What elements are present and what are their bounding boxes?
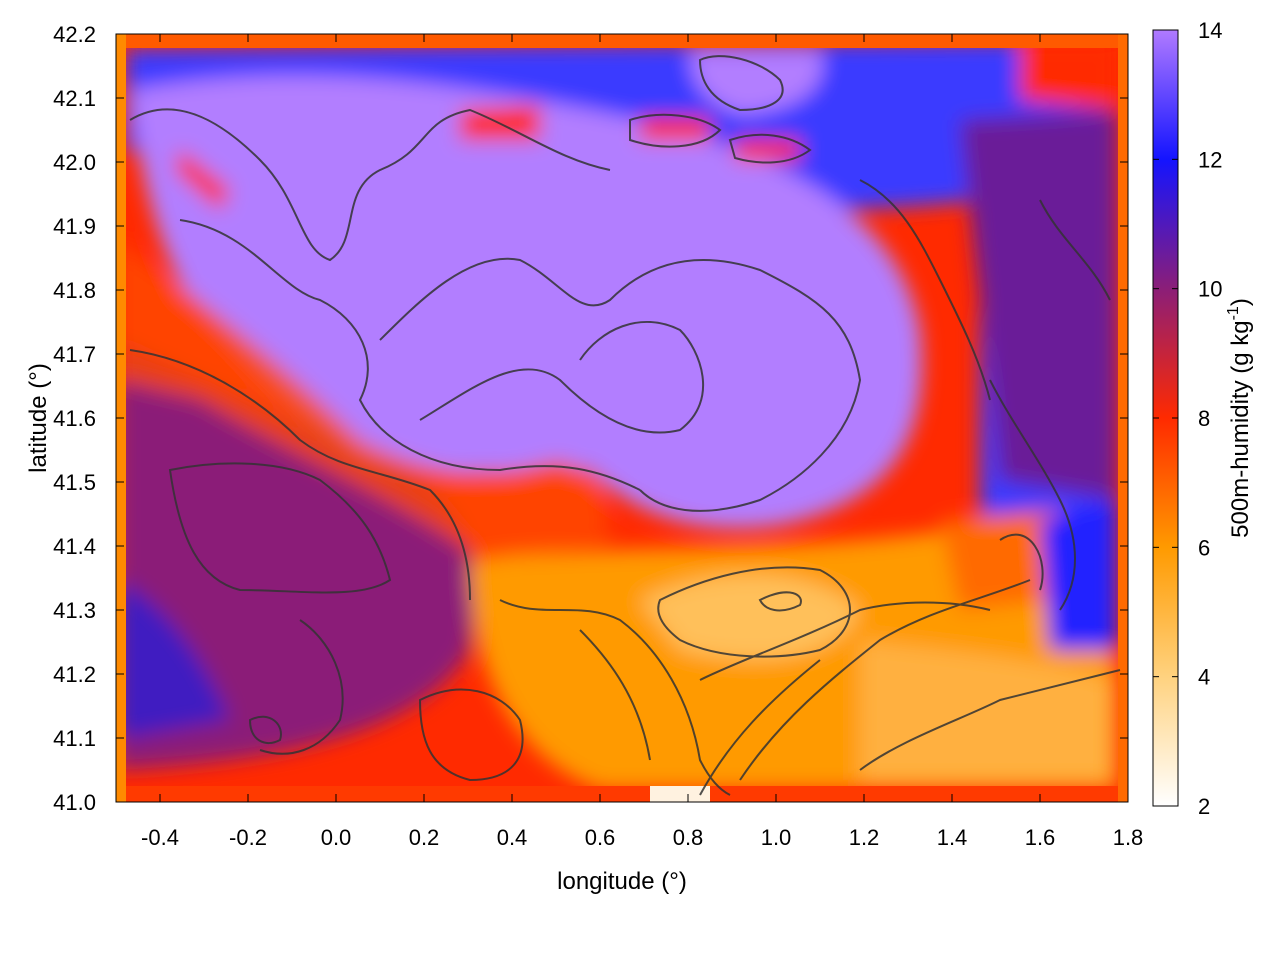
y-tick-label: 41.5 (53, 470, 96, 495)
y-tick-label: 42.1 (53, 86, 96, 111)
x-tick-label: 0.4 (497, 825, 528, 850)
colorbar-tick-label: 10 (1198, 277, 1222, 302)
x-tick-label: 1.4 (937, 825, 968, 850)
y-tick-label: 41.2 (53, 662, 96, 687)
y-axis: 41.0 41.1 41.2 41.3 41.4 41.5 41.6 41.7 41.8 41.9… (53, 22, 1128, 815)
y-tick-label: 41.9 (53, 214, 96, 239)
x-tick-label: -0.4 (141, 825, 179, 850)
y-tick-label: 41.6 (53, 406, 96, 431)
x-tick-label: 1.0 (761, 825, 792, 850)
y-tick-label: 41.0 (53, 790, 96, 815)
colorbar-tick-label: 2 (1198, 794, 1210, 819)
colorbar-tick-label: 6 (1198, 535, 1210, 560)
y-tick-label: 41.7 (53, 342, 96, 367)
y-tick-label: 42.0 (53, 150, 96, 175)
x-tick-label: 1.6 (1025, 825, 1056, 850)
heatmap-field (116, 34, 1128, 802)
x-axis-label: longitude (°) (557, 868, 687, 895)
y-tick-label: 41.4 (53, 534, 96, 559)
x-tick-label: -0.2 (229, 825, 267, 850)
x-tick-label: 0.6 (585, 825, 616, 850)
x-tick-label: 0.0 (321, 825, 352, 850)
colorbar-tick-label: 12 (1198, 147, 1222, 172)
y-tick-label: 41.3 (53, 598, 96, 623)
colorbar-tick-label: 4 (1198, 665, 1210, 690)
colorbar-tick-label: 8 (1198, 406, 1210, 431)
colorbar-ticks: 2 4 6 8 10 12 14 (1153, 18, 1222, 819)
x-tick-label: 1.2 (849, 825, 880, 850)
colorbar-label-main: 500m-humidity (g kg (1227, 320, 1254, 537)
y-tick-label: 41.1 (53, 726, 96, 751)
y-tick-label: 41.8 (53, 278, 96, 303)
colorbar-tick-label: 14 (1198, 18, 1222, 43)
y-axis-label: latitude (°) (25, 363, 52, 473)
contour-lines (129, 55, 1121, 796)
x-axis: -0.4 -0.2 0.0 0.2 0.4 0.6 0.8 1.0 1.2 1.4 1.6 1.8 (141, 34, 1143, 850)
x-tick-label: 0.2 (409, 825, 440, 850)
colorbar-label: 500m-humidity (g kg-1) (1225, 298, 1254, 538)
x-tick-label: 0.8 (673, 825, 704, 850)
colorbar-label-end: ) (1227, 298, 1254, 306)
x-tick-label: 1.8 (1113, 825, 1144, 850)
y-tick-label: 42.2 (53, 22, 96, 47)
colorbar-label-sup: -1 (1225, 306, 1242, 320)
